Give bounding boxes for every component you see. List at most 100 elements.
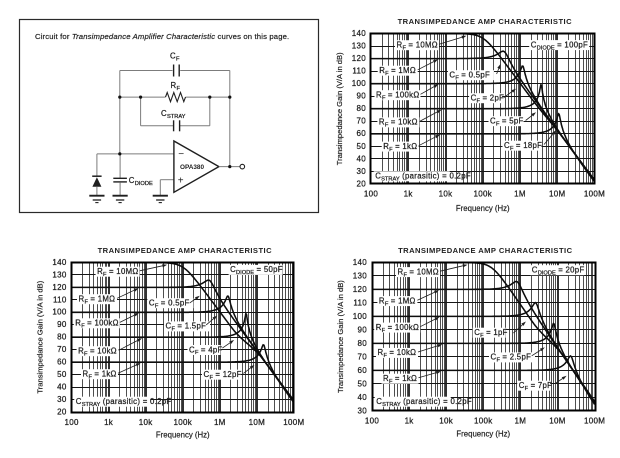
svg-text:Circuit for Transimpedance Amp: Circuit for Transimpedance Amplifier Cha… <box>35 32 289 41</box>
svg-text:10M: 10M <box>549 417 565 426</box>
svg-text:RF = 1kΩ: RF = 1kΩ <box>83 370 117 381</box>
svg-text:Transimpedance Gain (V/A in dB: Transimpedance Gain (V/A in dB) <box>336 280 345 393</box>
svg-text:40: 40 <box>57 383 67 392</box>
svg-text:100: 100 <box>52 308 66 317</box>
svg-text:CF = 2.5pF: CF = 2.5pF <box>491 353 532 364</box>
svg-text:100M: 100M <box>584 417 605 426</box>
svg-text:CDIODE = 20pF: CDIODE = 20pF <box>532 266 585 277</box>
svg-text:10k: 10k <box>139 418 153 427</box>
svg-text:100M: 100M <box>283 418 304 427</box>
svg-text:−: − <box>178 149 184 160</box>
svg-text:80: 80 <box>357 104 367 113</box>
svg-text:1k: 1k <box>104 418 114 427</box>
svg-text:RF = 10MΩ: RF = 10MΩ <box>97 267 138 278</box>
svg-text:110: 110 <box>53 295 67 304</box>
svg-text:Frequency (Hz): Frequency (Hz) <box>156 431 210 440</box>
svg-text:RF = 1kΩ: RF = 1kΩ <box>383 374 417 385</box>
svg-text:100k: 100k <box>474 417 493 426</box>
svg-text:CF = 2pF: CF = 2pF <box>471 94 505 105</box>
svg-text:Frequency (Hz): Frequency (Hz) <box>456 429 510 438</box>
svg-text:90: 90 <box>357 92 367 101</box>
svg-text:130: 130 <box>52 270 66 279</box>
svg-text:TRANSIMPEDANCE AMP CHARACTERIS: TRANSIMPEDANCE AMP CHARACTERISTIC <box>98 246 272 255</box>
svg-text:30: 30 <box>358 406 368 415</box>
svg-text:RF = 10MΩ: RF = 10MΩ <box>398 267 439 278</box>
svg-text:10M: 10M <box>549 189 565 198</box>
svg-text:RF = 1kΩ: RF = 1kΩ <box>383 142 417 153</box>
svg-text:RF = 1MΩ: RF = 1MΩ <box>79 295 116 306</box>
svg-text:CDIODE = 100pF: CDIODE = 100pF <box>531 40 588 51</box>
svg-text:+: + <box>178 176 184 187</box>
svg-text:80: 80 <box>57 333 67 342</box>
svg-text:1M: 1M <box>514 189 526 198</box>
svg-text:120: 120 <box>352 54 366 63</box>
svg-text:130: 130 <box>352 41 366 50</box>
svg-text:CF = 1pF: CF = 1pF <box>474 328 508 339</box>
svg-text:CDIODE: CDIODE <box>129 176 153 187</box>
svg-text:10k: 10k <box>439 417 453 426</box>
svg-text:140: 140 <box>353 258 367 267</box>
svg-text:100k: 100k <box>474 189 493 198</box>
svg-text:100: 100 <box>353 312 367 321</box>
svg-text:60: 60 <box>357 129 367 138</box>
svg-text:50: 50 <box>57 370 67 379</box>
svg-text:RF = 10MΩ: RF = 10MΩ <box>397 41 438 52</box>
svg-text:CDIODE = 50pF: CDIODE = 50pF <box>230 265 283 276</box>
svg-text:CF = 18pF: CF = 18pF <box>504 141 542 152</box>
svg-text:110: 110 <box>353 298 367 307</box>
svg-text:CSTRAY (parasitic) = 0.2pF: CSTRAY (parasitic) = 0.2pF <box>76 397 172 408</box>
svg-text:1k: 1k <box>405 417 415 426</box>
svg-text:130: 130 <box>353 271 367 280</box>
svg-text:Transimpedance Gain (V/A in dB: Transimpedance Gain (V/A in dB) <box>36 280 45 393</box>
svg-text:90: 90 <box>358 325 368 334</box>
svg-text:1M: 1M <box>214 418 226 427</box>
svg-text:RF = 100kΩ: RF = 100kΩ <box>376 91 419 102</box>
svg-text:TRANSIMPEDANCE AMP CHARACTERIS: TRANSIMPEDANCE AMP CHARACTERISTIC <box>398 17 572 26</box>
svg-text:RF = 1MΩ: RF = 1MΩ <box>379 66 416 77</box>
svg-text:30: 30 <box>357 167 367 176</box>
svg-text:RF = 10kΩ: RF = 10kΩ <box>379 118 418 129</box>
svg-text:TRANSIMPEDANCE AMP CHARACTERIS: TRANSIMPEDANCE AMP CHARACTERISTIC <box>398 246 572 255</box>
svg-text:OPA380: OPA380 <box>180 164 204 171</box>
svg-text:80: 80 <box>358 339 368 348</box>
svg-text:CSTRAY (parasitic) = 0.2pF: CSTRAY (parasitic) = 0.2pF <box>376 397 472 408</box>
svg-text:RF = 10kΩ: RF = 10kΩ <box>378 348 417 359</box>
svg-text:100: 100 <box>364 189 378 198</box>
svg-text:CF = 0.5pF: CF = 0.5pF <box>149 299 190 310</box>
svg-text:100k: 100k <box>174 418 193 427</box>
svg-text:90: 90 <box>57 320 67 329</box>
svg-text:10M: 10M <box>249 418 265 427</box>
svg-text:RF = 10kΩ: RF = 10kΩ <box>78 347 117 358</box>
svg-text:60: 60 <box>358 366 368 375</box>
svg-text:100: 100 <box>365 417 379 426</box>
svg-text:CF: CF <box>170 52 180 63</box>
svg-text:50: 50 <box>357 142 367 151</box>
svg-text:Frequency (Hz): Frequency (Hz) <box>456 204 510 213</box>
svg-text:120: 120 <box>353 285 367 294</box>
svg-text:RF = 100kΩ: RF = 100kΩ <box>75 319 118 330</box>
svg-text:CF = 4pF: CF = 4pF <box>189 345 223 356</box>
svg-text:CSTRAY (parasitic) = 0.2pF: CSTRAY (parasitic) = 0.2pF <box>375 172 471 183</box>
svg-text:CF = 0.5pF: CF = 0.5pF <box>449 71 490 82</box>
svg-text:70: 70 <box>357 117 367 126</box>
svg-text:50: 50 <box>358 379 368 388</box>
svg-text:Transimpedance Gain (V/A in dB: Transimpedance Gain (V/A in dB) <box>335 52 344 165</box>
svg-text:40: 40 <box>358 393 368 402</box>
svg-text:1M: 1M <box>515 417 527 426</box>
svg-text:140: 140 <box>352 29 366 38</box>
svg-text:100M: 100M <box>584 189 605 198</box>
svg-text:10k: 10k <box>439 189 453 198</box>
svg-text:120: 120 <box>52 283 66 292</box>
svg-text:140: 140 <box>52 258 66 267</box>
svg-text:40: 40 <box>357 154 367 163</box>
svg-text:RF = 1MΩ: RF = 1MΩ <box>379 296 416 307</box>
svg-text:20: 20 <box>57 407 67 416</box>
svg-text:70: 70 <box>358 352 368 361</box>
svg-text:70: 70 <box>57 345 67 354</box>
svg-text:CF = 12pF: CF = 12pF <box>204 370 242 381</box>
svg-text:100: 100 <box>64 418 78 427</box>
svg-text:CF = 7pF: CF = 7pF <box>519 381 553 392</box>
svg-text:60: 60 <box>57 358 67 367</box>
svg-text:110: 110 <box>352 67 366 76</box>
svg-text:CSTRAY: CSTRAY <box>161 109 186 120</box>
